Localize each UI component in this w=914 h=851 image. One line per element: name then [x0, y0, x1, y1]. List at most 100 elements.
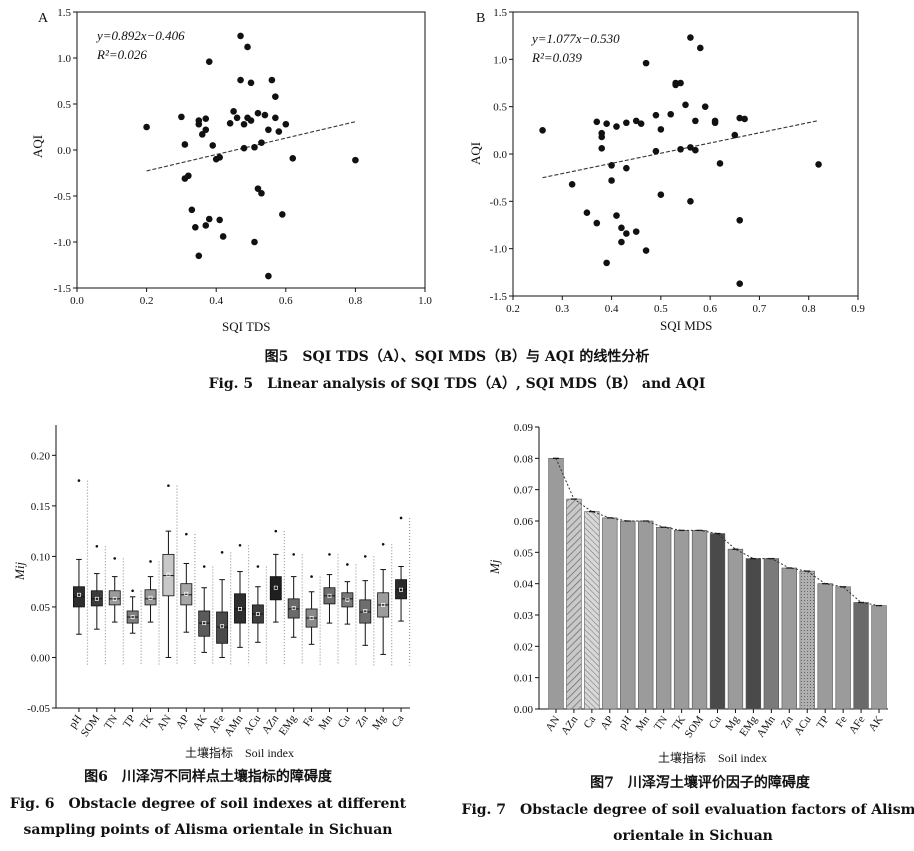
- data-point: [272, 114, 279, 122]
- data-point: [657, 191, 665, 199]
- data-point: [240, 144, 248, 152]
- data-point: [247, 117, 255, 124]
- panel-a-ylabel: AQI: [30, 135, 45, 158]
- x-tick-label: ACu: [792, 713, 814, 737]
- outlier: [399, 516, 403, 520]
- boxplot-panel: Mij 土壤指标 Soil index -0.05 0.00 0.05 0.10 0.1…: [12, 425, 411, 760]
- bar: [620, 520, 636, 710]
- outlier: [167, 484, 170, 487]
- data-point: [716, 160, 724, 167]
- y-tick-label: 0.5: [57, 99, 71, 111]
- data-point: [815, 161, 822, 168]
- outlier: [113, 557, 117, 560]
- box: [180, 583, 193, 606]
- y-tick-label: 1.5: [493, 7, 507, 19]
- x-tick-label: AFe: [847, 714, 868, 736]
- x-tick-label: SOM: [683, 714, 707, 741]
- outlier: [346, 563, 349, 566]
- data-point: [205, 58, 213, 65]
- data-point: [251, 238, 258, 246]
- bar: [727, 548, 744, 710]
- data-point: [216, 154, 223, 161]
- panel-a-r2: R²=0.026: [96, 47, 147, 62]
- y-tick-label: -0.5: [490, 196, 508, 208]
- data-point: [593, 118, 601, 126]
- data-point: [178, 113, 185, 121]
- y-tick-label: -1.0: [490, 244, 508, 256]
- y-tick-label: -0.05: [27, 703, 50, 715]
- y-tick-label: 0.02: [514, 641, 533, 653]
- box: [287, 598, 300, 619]
- data-point: [192, 223, 199, 231]
- x-tick-label: Cu: [336, 712, 353, 730]
- y-tick-label: -0.5: [54, 191, 72, 203]
- data-point: [623, 119, 630, 127]
- box: [108, 590, 121, 606]
- bar: [871, 605, 887, 710]
- x-tick-label: Mg: [370, 712, 389, 732]
- x-tick-label: AMn: [222, 712, 245, 738]
- outlier: [149, 560, 152, 563]
- x-tick-label: AZn: [559, 713, 581, 737]
- y-tick-label: 1.0: [57, 53, 71, 65]
- data-point: [289, 154, 297, 162]
- box: [90, 590, 103, 607]
- data-point: [539, 127, 546, 134]
- data-point: [692, 146, 699, 154]
- data-point: [279, 211, 286, 218]
- outlier: [381, 542, 385, 546]
- data-point: [687, 34, 694, 41]
- bar: [673, 530, 690, 710]
- bar: [799, 570, 815, 710]
- bar: [709, 533, 726, 710]
- y-tick-label: 0.04: [514, 579, 534, 591]
- data-point: [692, 117, 699, 125]
- x-tick-label: SOM: [79, 713, 103, 740]
- data-point: [568, 180, 576, 188]
- x-tick-label: Mn: [634, 713, 653, 733]
- data-point: [261, 111, 269, 119]
- fig5-caption-en: Fig. 5 Linear analysis of SQI TDS（A）, SQ…: [209, 376, 706, 392]
- fig6-caption-en-1: Fig. 6 Obstacle degree of soil indexes a…: [10, 796, 407, 812]
- x-tick-label: 0.4: [605, 303, 619, 315]
- data-point: [741, 115, 748, 123]
- data-point: [230, 108, 237, 115]
- mean-marker: [220, 624, 225, 629]
- data-point: [652, 111, 660, 119]
- data-point: [219, 233, 227, 240]
- data-point: [632, 117, 640, 125]
- bar: [781, 567, 797, 710]
- data-point: [205, 215, 213, 223]
- y-tick-label: 0.05: [514, 547, 534, 559]
- outlier: [256, 565, 260, 568]
- mean-marker: [345, 597, 350, 602]
- bar: [853, 602, 869, 710]
- data-point: [265, 126, 272, 134]
- x-tick-label: AP: [174, 713, 192, 731]
- y-tick-label: -1.5: [54, 283, 72, 295]
- data-point: [247, 79, 255, 87]
- box: [341, 592, 354, 608]
- x-tick-label: Cu: [707, 713, 724, 731]
- scatter-panel-a: A y=0.892x−0.406 R²=0.026 SQI TDS AQI 0.…: [30, 7, 432, 334]
- data-point: [667, 110, 675, 118]
- x-tick-label: Ca: [390, 713, 407, 730]
- outlier: [238, 543, 242, 547]
- outlier: [220, 551, 224, 554]
- box: [359, 599, 372, 624]
- y-tick-label: 0.20: [31, 450, 51, 462]
- mean-marker: [291, 605, 296, 610]
- box: [269, 576, 282, 601]
- panel-a-letter: A: [38, 11, 49, 26]
- y-tick-label: 0.15: [31, 501, 51, 513]
- data-point: [195, 252, 203, 260]
- data-point: [652, 147, 660, 155]
- panel-b-r2: R²=0.039: [531, 50, 582, 65]
- x-tick-label: AN: [155, 713, 174, 733]
- x-tick-label: EMg: [277, 712, 300, 737]
- data-point: [244, 43, 251, 51]
- outlier: [310, 575, 313, 578]
- fig7-caption-en-2: orientale in Sichuan: [613, 828, 773, 844]
- data-point: [265, 272, 272, 280]
